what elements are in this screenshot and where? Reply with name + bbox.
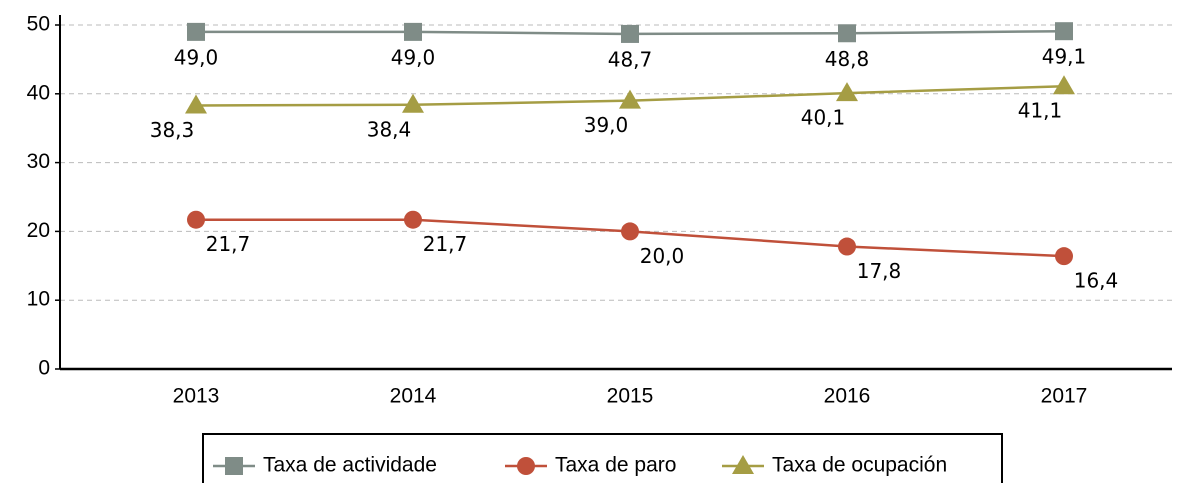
y-tick-label: 10 [27, 288, 50, 311]
data-label: 49,0 [174, 45, 219, 69]
point [1055, 22, 1073, 41]
point [187, 210, 205, 229]
x-tick-label: 2014 [390, 385, 437, 408]
data-label: 17,8 [857, 259, 902, 283]
point [1053, 75, 1075, 95]
data-label: 39,0 [584, 113, 629, 137]
data-label: 40,1 [801, 106, 846, 130]
point [404, 210, 422, 229]
x-tick-label: 2017 [1041, 385, 1088, 408]
legend-marker [225, 457, 243, 475]
data-label: 49,0 [391, 45, 436, 69]
point [836, 82, 858, 102]
data-label: 38,3 [150, 118, 195, 142]
point [187, 22, 205, 41]
point [1055, 247, 1073, 266]
x-tick-label: 2016 [824, 385, 871, 408]
legend-label: Taxa de actividade [263, 454, 437, 477]
data-label: 41,1 [1018, 99, 1063, 123]
data-label: 48,7 [608, 47, 653, 71]
data-label: 21,7 [423, 232, 468, 256]
y-tick-label: 40 [27, 81, 50, 104]
data-label: 16,4 [1074, 269, 1119, 293]
point [402, 93, 424, 113]
point [185, 94, 207, 114]
y-tick-label: 0 [38, 357, 50, 380]
y-tick-label: 20 [27, 219, 50, 242]
x-tick-label: 2015 [607, 385, 654, 408]
point [619, 89, 641, 109]
legend-marker [732, 455, 754, 474]
x-tick-label: 2013 [173, 385, 220, 408]
point [621, 24, 639, 43]
point [838, 24, 856, 43]
legend-label: Taxa de paro [555, 454, 676, 477]
data-label: 21,7 [206, 232, 251, 256]
data-label: 20,0 [640, 244, 685, 268]
legend-marker [517, 457, 535, 475]
data-label: 38,4 [367, 117, 412, 141]
data-label: 48,8 [825, 47, 870, 71]
legend-box [202, 433, 1003, 483]
legend-label: Taxa de ocupación [772, 454, 947, 477]
data-label: 49,1 [1042, 45, 1087, 69]
y-tick-label: 30 [27, 150, 50, 173]
point [838, 237, 856, 256]
point [404, 22, 422, 41]
point [621, 222, 639, 241]
y-tick-label: 50 [27, 13, 50, 36]
